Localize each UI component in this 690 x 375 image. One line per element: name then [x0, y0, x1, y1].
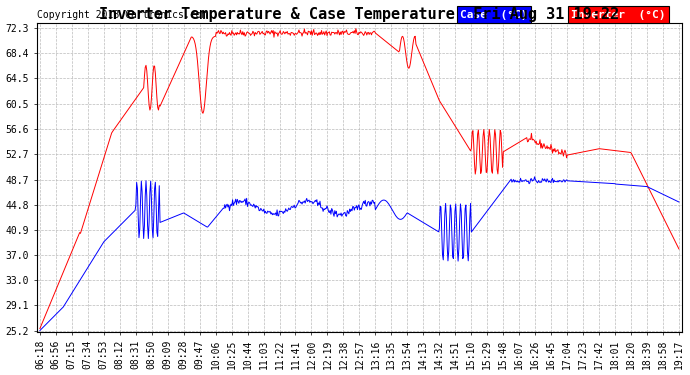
Text: Inverter  (°C): Inverter (°C)	[571, 10, 665, 20]
Title: Inverter Temperature & Case Temperature  Fri Aug 31 19:22: Inverter Temperature & Case Temperature …	[99, 6, 620, 21]
Text: Case  (°C): Case (°C)	[460, 10, 527, 20]
Text: Copyright 2018 Cartronics.com: Copyright 2018 Cartronics.com	[37, 10, 207, 20]
